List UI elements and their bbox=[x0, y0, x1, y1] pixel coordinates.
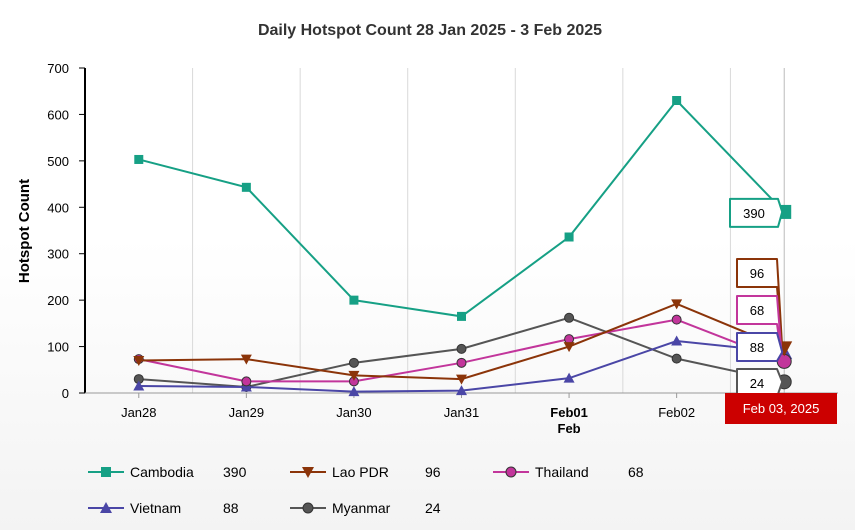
y-tick-label: 700 bbox=[47, 61, 69, 76]
callout-value: 24 bbox=[750, 376, 764, 391]
callout-value: 390 bbox=[743, 206, 765, 221]
callout-box bbox=[729, 197, 784, 228]
data-point bbox=[456, 343, 467, 354]
legend-item-lao-pdr: Lao PDR 96 bbox=[290, 464, 441, 480]
data-point bbox=[240, 354, 252, 365]
x-tick-label: Jan30 bbox=[336, 405, 371, 420]
series-line-cambodia bbox=[138, 98, 785, 318]
data-point bbox=[456, 385, 467, 396]
data-point bbox=[456, 357, 467, 368]
legend-marker bbox=[100, 502, 112, 513]
y-axis-label: Hotspot Count bbox=[16, 179, 33, 283]
data-point bbox=[456, 374, 467, 385]
legend-name: Cambodia bbox=[130, 464, 194, 480]
plot-area: 0 100 200 300 400 500 600 700 Jan28 Jan29 Jan30 Jan… bbox=[47, 61, 838, 436]
legend-item-vietnam: Vietnam 88 bbox=[88, 500, 239, 516]
y-tick-label: 300 bbox=[47, 247, 69, 262]
data-point bbox=[671, 353, 682, 364]
data-point bbox=[133, 380, 145, 391]
y-tick-label: 0 bbox=[62, 386, 69, 401]
data-point bbox=[241, 376, 252, 387]
x-tick-label: Jan31 bbox=[444, 405, 479, 420]
callout-box bbox=[736, 332, 784, 362]
y-tick-label: 400 bbox=[47, 200, 69, 215]
y-tick-label: 500 bbox=[47, 154, 69, 169]
y-tick-label: 200 bbox=[47, 293, 69, 308]
callout-box bbox=[736, 368, 784, 398]
legend-marker bbox=[505, 466, 517, 478]
x-tick-label: Jan29 bbox=[229, 405, 264, 420]
data-point bbox=[672, 96, 682, 105]
legend-value: 390 bbox=[223, 464, 247, 480]
data-point bbox=[457, 311, 466, 321]
legend-name: Vietnam bbox=[130, 500, 181, 516]
x-tick-label: Feb01 bbox=[550, 405, 588, 420]
data-point bbox=[240, 381, 252, 392]
data-point bbox=[563, 342, 575, 353]
legend-marker bbox=[302, 467, 314, 478]
crosshair-date-label: Feb 03, 2025 bbox=[743, 401, 820, 416]
data-point bbox=[348, 357, 359, 368]
x-tick-label: Jan28 bbox=[121, 405, 156, 420]
data-point bbox=[348, 370, 360, 381]
legend-value: 68 bbox=[628, 464, 644, 480]
data-point bbox=[563, 372, 575, 383]
callout-value: 88 bbox=[750, 340, 764, 355]
data-point bbox=[349, 295, 359, 305]
legend-value: 88 bbox=[223, 500, 239, 516]
legend-name: Myanmar bbox=[332, 500, 391, 516]
callout-value: 68 bbox=[750, 303, 764, 318]
legend-item-cambodia: Cambodia 390 bbox=[88, 464, 247, 480]
last-value-callouts: 390 96 68 88 24 Feb 03, 2025 bbox=[725, 197, 837, 424]
y-tick-label: 600 bbox=[47, 107, 69, 122]
data-point bbox=[671, 314, 682, 325]
x-tick-sublabel: Feb bbox=[558, 421, 581, 436]
legend-item-thailand: Thailand 68 bbox=[493, 464, 644, 480]
legend-value: 96 bbox=[425, 464, 441, 480]
data-point bbox=[671, 299, 683, 310]
data-point bbox=[564, 312, 575, 323]
data-point bbox=[241, 182, 251, 192]
x-tick-label: Feb02 bbox=[658, 405, 695, 420]
legend: Cambodia 390 Lao PDR 96 Thailand 68 Vietnam 88 M… bbox=[88, 464, 644, 516]
callout-value: 96 bbox=[750, 266, 764, 281]
data-point bbox=[671, 335, 683, 346]
crosshair-date-box bbox=[725, 393, 837, 424]
chart-title: Daily Hotspot Count 28 Jan 2025 - 3 Feb … bbox=[258, 22, 602, 39]
y-tick-label: 100 bbox=[47, 340, 69, 355]
legend-value: 24 bbox=[425, 500, 441, 516]
data-point bbox=[133, 356, 145, 366]
legend-name: Lao PDR bbox=[332, 464, 389, 480]
data-point bbox=[134, 154, 144, 164]
legend-marker bbox=[101, 467, 111, 477]
legend-marker bbox=[302, 502, 314, 514]
data-point bbox=[564, 232, 574, 242]
legend-name: Thailand bbox=[535, 464, 589, 480]
legend-item-myanmar: Myanmar 24 bbox=[290, 500, 441, 516]
data-point bbox=[348, 386, 360, 397]
